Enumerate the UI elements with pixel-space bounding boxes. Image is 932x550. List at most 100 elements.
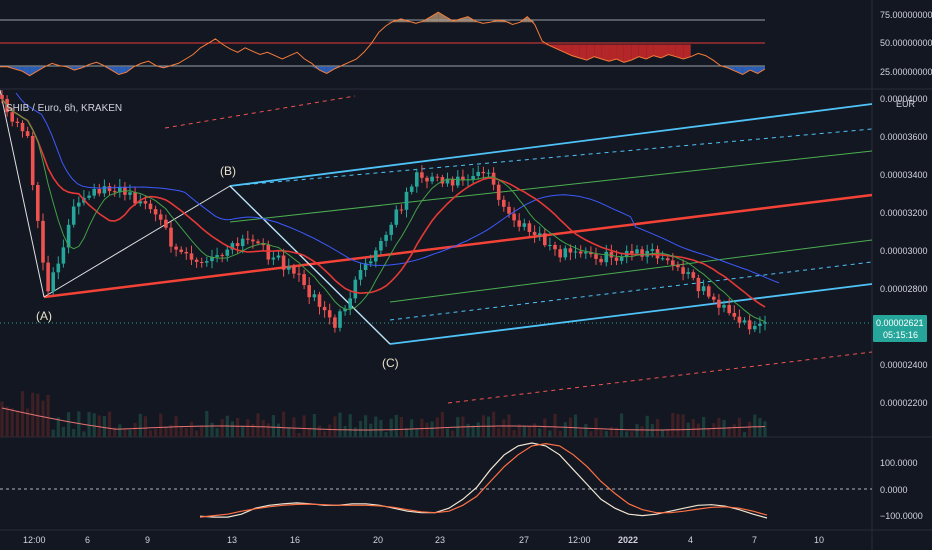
candle-body xyxy=(20,122,25,132)
volume-bar xyxy=(399,417,403,437)
volume-bar xyxy=(466,423,470,437)
candle-body xyxy=(445,178,450,184)
rsi-oversold-fill xyxy=(735,66,743,75)
rsi-oversold-fill xyxy=(319,66,327,74)
volume-bar xyxy=(266,423,270,437)
candle-body xyxy=(107,186,112,192)
candle-body xyxy=(210,257,214,262)
candle-body xyxy=(56,263,61,273)
volume-bar xyxy=(702,416,706,437)
rsi-bearish-fill xyxy=(594,44,602,59)
candle-body xyxy=(138,201,143,204)
candle-body xyxy=(502,199,506,207)
time-tick-1: 6 xyxy=(85,535,90,545)
volume-bar xyxy=(389,418,393,437)
candle-body xyxy=(169,227,173,247)
volume-bar xyxy=(20,391,25,437)
candle-body xyxy=(36,185,40,221)
pitchfork-entry-leg xyxy=(0,89,45,298)
candle-body xyxy=(164,219,168,228)
candle-body xyxy=(476,171,480,176)
volume-bar xyxy=(404,428,409,437)
volume-bar xyxy=(5,406,9,437)
pitchfork-upper-inner xyxy=(229,150,873,223)
candle-body xyxy=(246,238,250,240)
ma-slow-blue xyxy=(15,92,780,284)
volume-bar xyxy=(97,415,101,437)
candle-body xyxy=(527,223,532,232)
time-axis[interactable]: 12:00 6 9 13 16 20 23 27 12:00 2022 4 7 … xyxy=(23,535,824,545)
symbol-title[interactable]: SHIB / Euro, 6h, KRAKEN xyxy=(6,103,122,114)
volume-bar xyxy=(763,421,767,437)
time-tick-5: 20 xyxy=(373,535,383,545)
volume-bar xyxy=(732,424,736,437)
candle-body xyxy=(251,239,255,242)
rsi-oversold-fill xyxy=(22,66,30,76)
price-tick-5: 0.00002800 xyxy=(880,284,928,294)
volume-bar xyxy=(338,412,342,437)
volume-bar xyxy=(430,421,434,437)
candle-body xyxy=(266,245,271,260)
volume-bar xyxy=(205,411,209,437)
candle-body xyxy=(271,257,276,260)
volume-bar xyxy=(620,413,624,437)
volume-bar xyxy=(676,414,680,437)
candle-body xyxy=(563,248,568,258)
time-tick-7: 27 xyxy=(519,535,529,545)
volume-bar xyxy=(558,430,562,437)
wave-label-b: (B) xyxy=(220,164,236,178)
volume-bar xyxy=(128,429,132,437)
volume-bar xyxy=(640,426,644,437)
candle-body xyxy=(430,176,434,182)
candle-body xyxy=(148,203,153,210)
main-price-panel[interactable]: (A) (B) (C) SHIB / Euro, 6h, KRAKEN 0.00… xyxy=(0,89,928,437)
volume-bar xyxy=(748,421,752,437)
volume-bar xyxy=(77,411,81,437)
oscillator-panel[interactable]: 100.0000 0.0000 −100.0000 xyxy=(0,442,923,521)
candle-body xyxy=(41,220,45,263)
candle-body xyxy=(450,178,455,186)
candle-body xyxy=(507,206,511,214)
volume-bar xyxy=(573,414,578,437)
volume-bar xyxy=(497,428,501,437)
candle-body xyxy=(548,245,552,246)
pitchfork-median-line xyxy=(43,193,873,299)
volume-bar xyxy=(148,430,153,437)
volume-bar xyxy=(92,413,96,437)
volume-bar xyxy=(440,412,444,437)
price-tick-3: 0.00003200 xyxy=(880,208,928,218)
candle-body xyxy=(143,201,148,204)
rsi-oversold-fill xyxy=(742,66,751,75)
candle-body xyxy=(15,121,20,123)
volume-bar xyxy=(502,419,506,437)
volume-bar xyxy=(579,429,583,437)
rsi-tick-25: 25.00000000 xyxy=(880,67,932,77)
volume-bar xyxy=(671,412,675,437)
volume-bar xyxy=(41,400,45,437)
candle-body xyxy=(184,252,189,254)
candle-body xyxy=(522,223,527,227)
bar-countdown: 05:15:16 xyxy=(883,330,918,340)
volume-bar xyxy=(317,425,322,437)
volume-bar xyxy=(271,415,275,437)
candle-body xyxy=(158,214,163,220)
rsi-panel[interactable]: 75.00000000 50.00000000 25.00000000 xyxy=(0,10,932,77)
volume-bar xyxy=(82,431,86,437)
rsi-overbought-fill xyxy=(460,16,468,23)
oscillator-line-slow xyxy=(199,442,768,518)
rsi-oversold-fill xyxy=(111,66,119,75)
candle-body xyxy=(261,243,265,246)
candle-body xyxy=(589,252,593,255)
volume-bar xyxy=(195,430,199,437)
price-currency: EUR xyxy=(896,99,916,109)
candle-body xyxy=(118,186,122,193)
volume-bar xyxy=(553,413,557,437)
candle-body xyxy=(302,274,306,286)
pitchfork-lower-dashed xyxy=(389,261,873,321)
candle-body xyxy=(753,325,757,330)
candle-body xyxy=(732,313,737,317)
candlesticks[interactable] xyxy=(0,90,767,335)
volume-bar xyxy=(261,419,265,437)
